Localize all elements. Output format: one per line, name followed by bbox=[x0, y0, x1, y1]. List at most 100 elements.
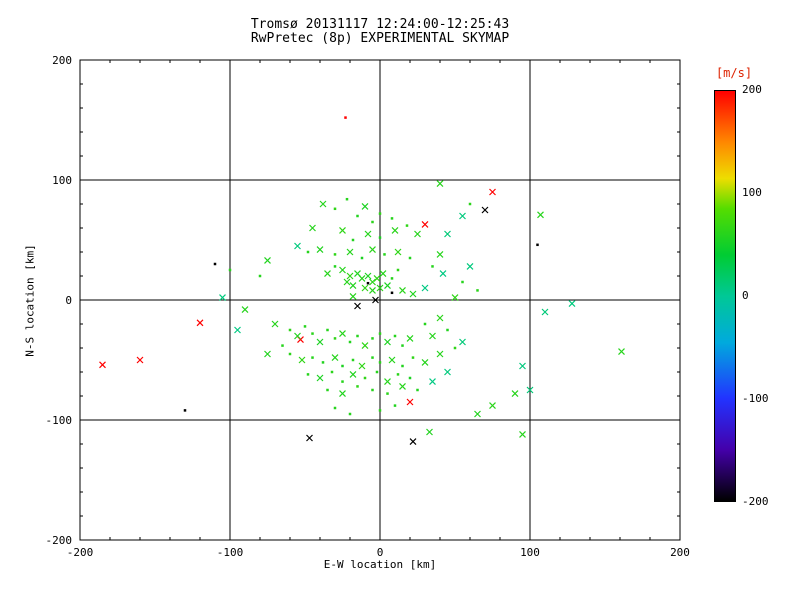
scatter-point bbox=[468, 202, 472, 206]
chart-subtitle: RwPretec (8p) EXPERIMENTAL SKYMAP bbox=[250, 31, 510, 46]
scatter-point bbox=[436, 180, 444, 188]
scatter-point bbox=[361, 342, 369, 350]
scatter-point bbox=[526, 386, 534, 394]
scatter-point bbox=[360, 256, 364, 260]
scatter-point bbox=[316, 246, 324, 254]
scatter-point bbox=[339, 330, 346, 338]
scatter-point bbox=[366, 281, 370, 285]
chart-title: Tromsø 20131117 12:24:00-12:25:43 bbox=[250, 17, 510, 32]
scatter-point bbox=[390, 291, 394, 295]
scatter-point bbox=[371, 220, 374, 224]
scatter-point bbox=[136, 356, 144, 364]
scatter-point bbox=[459, 212, 466, 220]
scatter-point bbox=[421, 284, 429, 292]
scatter-point bbox=[386, 392, 389, 395]
scatter-point bbox=[264, 256, 271, 264]
scatter-point bbox=[390, 277, 394, 280]
scatter-point bbox=[446, 328, 449, 332]
x-tick-label: -200 bbox=[67, 546, 94, 559]
scatter-point bbox=[399, 382, 406, 390]
scatter-point bbox=[379, 270, 387, 278]
scatter-point bbox=[489, 402, 496, 410]
scatter-point bbox=[356, 214, 359, 218]
scatter-point bbox=[234, 326, 241, 334]
scatter-point bbox=[414, 230, 421, 238]
scatter-point bbox=[373, 274, 381, 282]
scatter-point bbox=[423, 322, 427, 326]
colorbar-tick-label: 0 bbox=[742, 289, 749, 302]
scatter-point bbox=[519, 362, 526, 370]
scatter-point bbox=[371, 356, 374, 359]
scatter-point bbox=[393, 404, 397, 407]
colorbar-tick-label: -100 bbox=[742, 392, 769, 405]
scatter-point bbox=[459, 338, 466, 346]
scatter-point bbox=[444, 368, 451, 376]
scatter-point bbox=[378, 332, 382, 335]
scatter-point bbox=[429, 332, 436, 340]
scatter-point bbox=[436, 350, 444, 358]
scatter-point bbox=[537, 211, 544, 219]
scatter-point bbox=[408, 376, 412, 380]
scatter-point bbox=[281, 344, 284, 347]
scatter-point bbox=[356, 334, 359, 338]
scatter-point bbox=[309, 224, 316, 232]
colorbar-tick-label: 200 bbox=[742, 83, 762, 96]
scatter-point bbox=[451, 294, 459, 302]
colorbar-tick-label: 100 bbox=[742, 186, 762, 199]
scatter-point bbox=[411, 356, 415, 359]
scatter-point bbox=[358, 274, 366, 282]
scatter-point bbox=[321, 361, 325, 364]
scatter-point bbox=[369, 278, 376, 286]
scatter-point bbox=[298, 356, 306, 364]
scatter-point bbox=[348, 340, 352, 344]
scatter-point bbox=[264, 350, 271, 358]
scatter-point bbox=[288, 328, 292, 332]
scatter-point bbox=[409, 438, 417, 446]
colorbar-tick-label: -200 bbox=[742, 495, 769, 508]
scatter-point bbox=[378, 361, 382, 364]
y-tick-label: -200 bbox=[46, 534, 73, 547]
scatter-point bbox=[333, 337, 337, 340]
scatter-point bbox=[316, 338, 324, 346]
scatter-point bbox=[339, 390, 346, 398]
scatter-point bbox=[306, 250, 310, 254]
scatter-point bbox=[349, 370, 357, 378]
scatter-point bbox=[316, 374, 324, 382]
scatter-point bbox=[408, 256, 412, 260]
scatter-point bbox=[324, 270, 331, 278]
scatter-point bbox=[390, 217, 394, 220]
scatter-point bbox=[99, 361, 106, 369]
scatter-point bbox=[429, 378, 436, 386]
scatter-point bbox=[401, 364, 404, 368]
scatter-point bbox=[228, 268, 232, 272]
scatter-point bbox=[384, 282, 391, 290]
scatter-point bbox=[364, 230, 372, 238]
scatter-point bbox=[258, 274, 262, 278]
scatter-point bbox=[421, 358, 429, 366]
scatter-point bbox=[431, 265, 434, 268]
scatter-point bbox=[369, 246, 376, 254]
scatter-point bbox=[344, 116, 347, 119]
y-tick-label: 0 bbox=[65, 294, 72, 307]
scatter-point bbox=[343, 278, 351, 286]
x-tick-label: 0 bbox=[377, 546, 384, 559]
colorbar bbox=[714, 90, 736, 502]
scatter-point bbox=[271, 320, 279, 328]
scatter-point bbox=[294, 332, 301, 340]
scatter-point bbox=[183, 409, 187, 412]
scatter-point bbox=[371, 337, 374, 340]
scatter-point bbox=[356, 385, 359, 388]
scatter-point bbox=[363, 376, 367, 380]
scatter-point bbox=[476, 289, 479, 292]
scatter-point bbox=[388, 356, 396, 364]
scatter-point bbox=[369, 286, 376, 294]
scatter-point bbox=[361, 284, 369, 292]
scatter-point bbox=[541, 308, 549, 316]
scatter-point bbox=[333, 253, 337, 256]
y-tick-label: 100 bbox=[52, 174, 72, 187]
scatter-point bbox=[306, 434, 313, 442]
colorbar-unit-label: [m/s] bbox=[715, 66, 753, 80]
scatter-point bbox=[372, 296, 379, 304]
